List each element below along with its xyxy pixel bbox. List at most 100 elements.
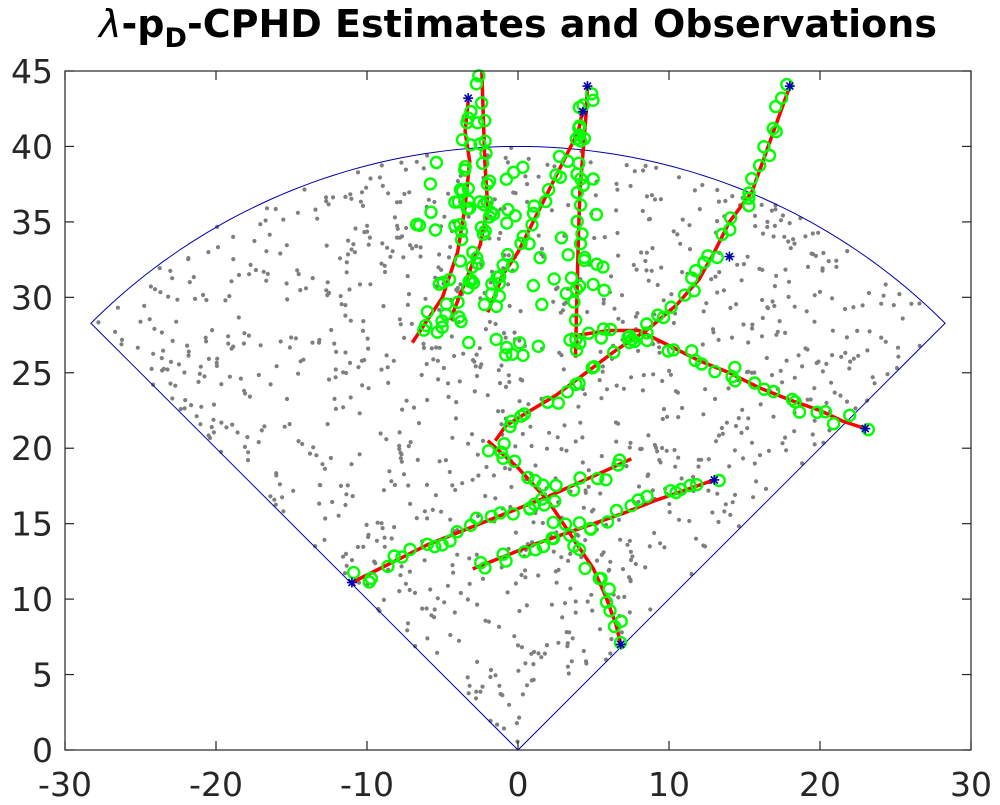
clutter-point <box>661 407 667 412</box>
clutter-point <box>655 282 660 288</box>
estimate-marker <box>448 218 462 233</box>
clutter-point <box>586 468 591 473</box>
estimate-marker <box>478 224 492 238</box>
endpoint-marker <box>463 93 474 104</box>
clutter-point <box>693 536 699 541</box>
clutter-point <box>782 234 787 239</box>
clutter-point <box>432 615 437 620</box>
clutter-point <box>503 384 509 389</box>
estimate-marker <box>451 295 465 309</box>
estimate-marker <box>489 299 504 314</box>
clutter-point <box>425 397 430 403</box>
clutter-point <box>824 361 829 366</box>
estimate-marker <box>685 271 699 285</box>
clutter-point <box>318 483 323 488</box>
clutter-point <box>692 188 698 193</box>
clutter-point <box>531 520 536 525</box>
clutter-point <box>616 316 621 321</box>
clutter-point <box>717 270 722 275</box>
clutter-point <box>399 459 404 464</box>
clutter-point <box>665 414 670 419</box>
clutter-point <box>639 250 644 255</box>
clutter-point <box>580 460 585 465</box>
estimate-markers <box>347 69 875 650</box>
clutter-point <box>812 319 817 324</box>
clutter-point <box>778 368 783 373</box>
clutter-point <box>498 691 503 697</box>
clutter-point <box>336 513 341 518</box>
clutter-point <box>442 600 447 605</box>
clutter-point <box>148 284 153 289</box>
clutter-point <box>736 524 742 529</box>
clutter-point <box>529 443 534 449</box>
clutter-point <box>644 250 650 255</box>
clutter-point <box>601 550 606 555</box>
clutter-point <box>247 394 252 399</box>
clutter-point <box>723 198 728 204</box>
clutter-point <box>397 446 402 452</box>
estimate-marker <box>535 492 549 506</box>
clutter-point <box>467 683 472 688</box>
clutter-point <box>759 334 765 339</box>
estimate-marker <box>581 326 596 340</box>
clutter-point <box>650 488 655 493</box>
clutter-point <box>474 373 480 379</box>
clutter-point <box>764 355 769 361</box>
clutter-point <box>397 317 402 322</box>
clutter-point <box>672 447 677 453</box>
clutter-point <box>657 350 662 355</box>
estimate-marker <box>596 322 611 336</box>
clutter-point <box>573 439 578 444</box>
clutter-point <box>488 674 493 680</box>
estimate-marker <box>570 214 584 229</box>
clutter-point <box>245 435 250 440</box>
clutter-point <box>263 218 268 223</box>
clutter-point <box>601 301 606 306</box>
clutter-point <box>366 242 371 247</box>
title-prefix: -p <box>122 2 165 46</box>
estimate-marker <box>493 269 507 284</box>
clutter-point <box>170 396 175 401</box>
clutter-point <box>757 266 762 271</box>
estimate-marker <box>499 172 514 186</box>
clutter-point <box>772 284 778 289</box>
estimate-marker <box>500 247 515 262</box>
clutter-point <box>375 520 380 525</box>
clutter-point <box>600 364 606 369</box>
clutter-point <box>443 458 448 463</box>
estimate-marker <box>792 405 807 419</box>
clutter-point <box>872 381 877 386</box>
clutter-point <box>381 597 386 603</box>
clutter-point <box>636 499 641 504</box>
clutter-point <box>433 493 438 498</box>
clutter-point <box>182 370 187 375</box>
clutter-point <box>499 363 504 368</box>
clutter-point <box>399 564 404 569</box>
clutter-point <box>198 422 203 427</box>
clutter-point <box>643 163 648 168</box>
clutter-point <box>641 373 646 378</box>
estimate-marker <box>574 172 588 186</box>
clutter-point <box>355 544 360 550</box>
clutter-point <box>326 377 332 382</box>
clutter-point <box>483 493 488 499</box>
endpoint-marker <box>615 639 626 650</box>
clutter-point <box>812 293 817 298</box>
clutter-point <box>720 431 725 436</box>
clutter-point <box>622 594 627 600</box>
clutter-point <box>253 267 258 273</box>
clutter-point <box>209 425 214 430</box>
clutter-point <box>445 583 450 588</box>
clutter-point <box>496 368 501 373</box>
clutter-point <box>466 441 471 446</box>
clutter-point <box>730 194 735 199</box>
clutter-point <box>805 264 811 269</box>
clutter-point <box>168 359 174 364</box>
clutter-point <box>381 488 386 493</box>
clutter-point <box>349 558 355 563</box>
clutter-point <box>536 233 541 238</box>
clutter-point <box>559 555 564 560</box>
clutter-point <box>201 292 206 298</box>
clutter-point <box>379 261 384 266</box>
clutter-point <box>313 207 318 212</box>
